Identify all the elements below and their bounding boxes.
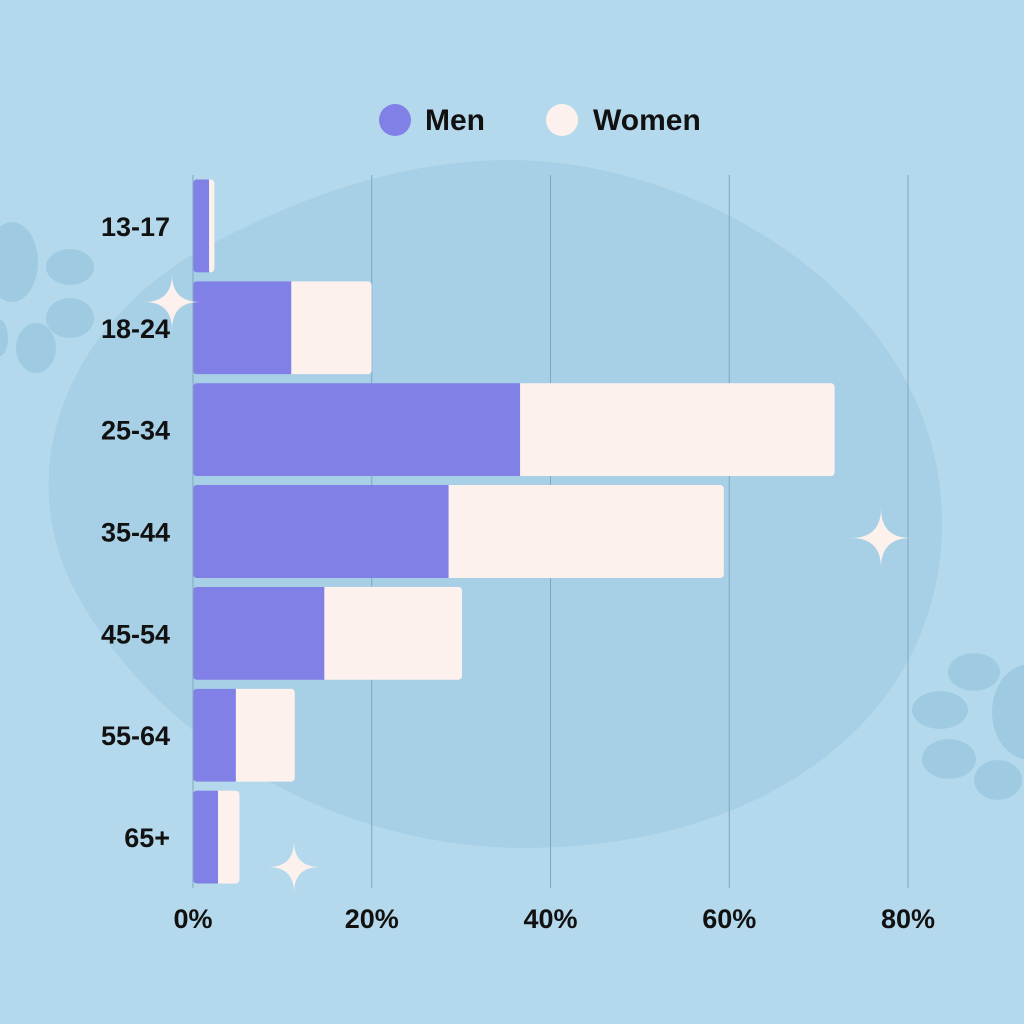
y-category-label: 18-24 xyxy=(101,314,170,344)
paw-print-right xyxy=(912,653,1024,800)
bar-group-35-44 xyxy=(193,485,724,578)
bar-men-45-54 xyxy=(193,586,325,680)
y-category-label: 25-34 xyxy=(101,416,170,446)
x-axis-tick-labels: 0% 20% 40% 60% 80% xyxy=(173,904,935,934)
x-tick-label: 60% xyxy=(702,904,756,934)
legend: Men Women xyxy=(379,104,701,137)
sparkle-icon xyxy=(144,274,200,330)
legend-swatch-women xyxy=(546,104,578,136)
sparkle-icon xyxy=(851,508,911,568)
bar-men-55-64 xyxy=(193,688,236,782)
bar-men-65+ xyxy=(193,790,219,884)
sparkles xyxy=(144,274,911,893)
bar-group-25-34 xyxy=(193,383,835,477)
bar-men-35-44 xyxy=(193,485,449,578)
bar-women-25-34 xyxy=(520,383,835,477)
legend-swatch-men xyxy=(379,104,411,136)
bar-women-35-44 xyxy=(448,485,724,578)
y-category-label: 45-54 xyxy=(101,619,170,649)
y-category-label: 35-44 xyxy=(101,518,170,548)
sparkle-icon xyxy=(268,841,320,893)
bar-women-45-54 xyxy=(324,586,463,680)
bars-layer xyxy=(193,179,835,884)
paw-print-left xyxy=(0,222,94,373)
y-category-label: 55-64 xyxy=(101,721,170,751)
bar-group-65+ xyxy=(193,790,240,884)
y-axis-labels: 13-17 18-24 25-34 35-44 45-54 55-64 65+ xyxy=(101,212,170,853)
bar-women-13-17 xyxy=(209,179,215,273)
bar-women-18-24 xyxy=(291,281,372,375)
bar-group-45-54 xyxy=(193,586,463,680)
bar-group-13-17 xyxy=(193,179,215,273)
bar-men-25-34 xyxy=(193,383,521,477)
legend-label-men: Men xyxy=(425,104,485,137)
bar-women-65+ xyxy=(218,790,240,884)
x-tick-label: 80% xyxy=(881,904,935,934)
bar-men-13-17 xyxy=(193,179,210,273)
y-category-label: 13-17 xyxy=(101,212,170,242)
bar-men-18-24 xyxy=(193,281,292,375)
x-tick-label: 20% xyxy=(345,904,399,934)
y-category-label: 65+ xyxy=(124,823,170,853)
bar-group-18-24 xyxy=(193,281,372,375)
legend-label-women: Women xyxy=(593,104,701,137)
x-tick-label: 0% xyxy=(173,904,212,934)
bar-group-55-64 xyxy=(193,688,295,782)
bar-women-55-64 xyxy=(235,688,295,782)
x-tick-label: 40% xyxy=(523,904,577,934)
